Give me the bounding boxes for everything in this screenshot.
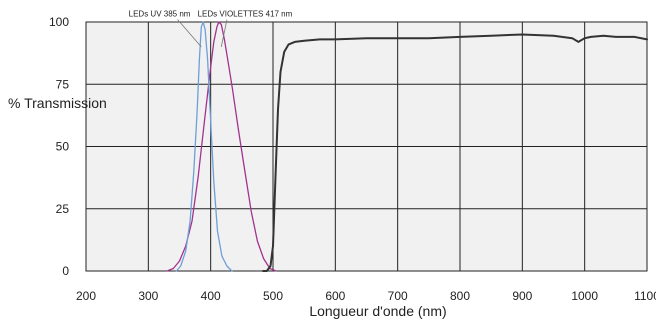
- annotation-leader-line: [220, 19, 228, 47]
- y-tick-label: 100: [49, 15, 69, 29]
- x-tick-label: 400: [201, 289, 221, 303]
- x-tick-label: 800: [450, 289, 470, 303]
- x-tick-label: 300: [138, 289, 158, 303]
- annotations: LEDs UV 385 nm LEDs VIOLETTES 417 nm: [129, 10, 293, 48]
- y-tick-label: 75: [56, 77, 70, 91]
- y-axis-title: % Transmission: [8, 95, 107, 111]
- x-axis-title: Longueur d'onde (nm): [309, 303, 446, 319]
- x-tick-label: 600: [325, 289, 345, 303]
- uv-led-curve: [175, 21, 233, 272]
- series-lines: [166, 21, 648, 272]
- annotation-leader-line: [177, 19, 202, 48]
- x-tick-label: 1000: [571, 289, 598, 303]
- y-tick-label: 25: [56, 202, 70, 216]
- transmission-curve: [262, 33, 648, 272]
- grid: [85, 21, 648, 272]
- x-tick-label: 500: [263, 289, 283, 303]
- y-tick-labels: 0 25 50 75 100: [49, 15, 69, 278]
- y-tick-label: 0: [62, 264, 69, 278]
- x-tick-label: 700: [388, 289, 408, 303]
- x-tick-label: 200: [76, 289, 96, 303]
- annotation-label: LEDs UV 385 nm: [129, 10, 191, 19]
- annotation-label: LEDs VIOLETTES 417 nm: [198, 10, 293, 19]
- x-tick-label: 900: [512, 289, 532, 303]
- y-tick-label: 50: [56, 140, 70, 154]
